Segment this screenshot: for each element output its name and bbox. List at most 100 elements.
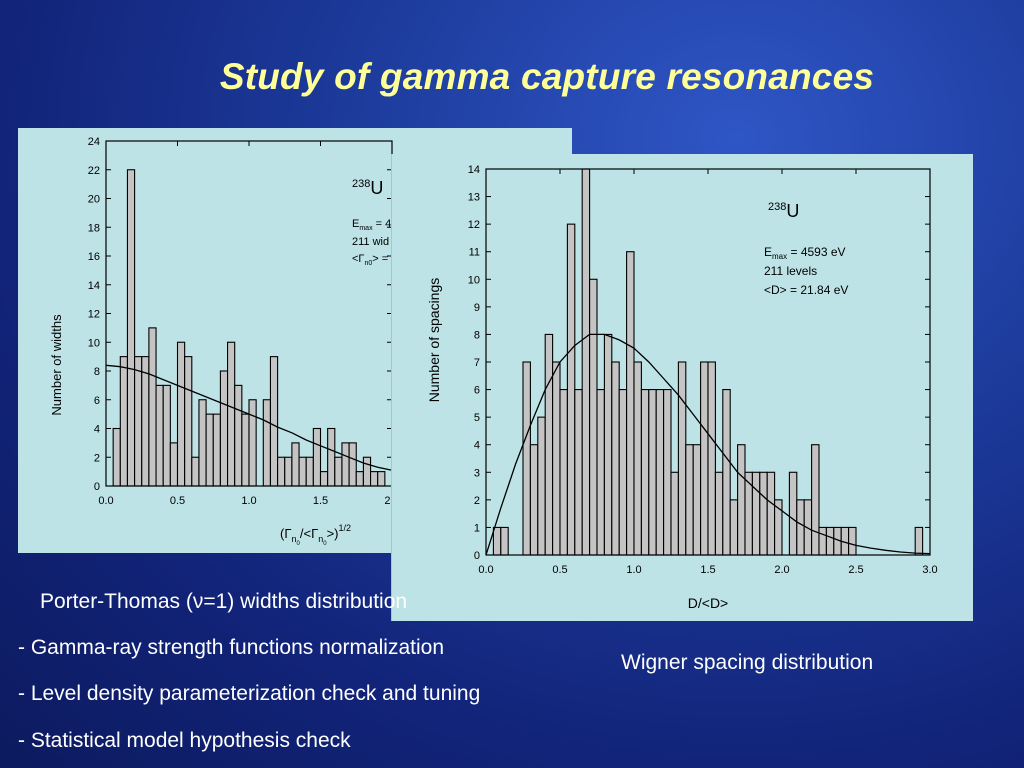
bullet-level-density: - Level density parameterization check a… [18,682,481,705]
histogram-bar [640,389,650,556]
y-tick-label: 18 [88,222,100,234]
histogram-bar [633,361,642,556]
y-tick-label: 22 [88,165,100,177]
x-axis-title: D/<D> [688,595,728,611]
histogram-bar [227,341,236,487]
histogram-bar [707,361,716,556]
wigner-fit-curve [485,333,931,556]
svg-text:238U: 238U [768,201,799,221]
svg-text:238U: 238U [352,178,383,198]
histogram-bar [248,399,257,487]
histogram-bar [162,384,171,487]
y-tick-label: 10 [88,337,100,349]
histogram-bar [825,526,835,556]
histogram-bar [219,370,229,487]
porter-thomas-fit-curve [105,364,393,471]
histogram-bar [714,471,724,556]
bullet-statistical-model: - Statistical model hypothesis check [18,729,351,752]
y-tick-label: 20 [88,194,100,206]
histogram-bar [191,456,200,487]
histogram-bar [355,471,364,487]
svg-text:Emax = 4593 eV: Emax = 4593 eV [764,245,846,261]
histogram-bar [626,251,635,556]
histogram-bar [596,389,605,556]
wigner-caption: Wigner spacing distribution [621,651,874,674]
histogram-bar [722,389,731,556]
histogram-bar [305,456,314,487]
histogram-bar [212,413,221,487]
histogram-bar [552,361,561,556]
histogram-bar [529,444,539,556]
bullet-gamma-strength: - Gamma-ray strength functions normaliza… [18,636,444,659]
y-tick-label: 14 [88,280,100,292]
histogram-bar [198,399,207,487]
x-tick-label: 2.5 [848,564,863,576]
y-tick-label: 13 [468,192,480,204]
x-tick-label: 0.5 [552,564,567,576]
y-tick-label: 0 [94,481,100,493]
y-tick-label: 4 [474,440,480,452]
histogram-bar [737,444,746,556]
histogram-bar [319,471,329,487]
histogram-bar [334,456,343,487]
histogram-bar [141,356,150,487]
y-tick-label: 12 [468,219,480,231]
histogram-bar [341,442,350,487]
histogram-bar [134,356,143,487]
histogram-bar [566,223,576,556]
histogram-bar [685,444,694,556]
histogram-bar [269,356,279,487]
histogram-bar [155,384,164,487]
histogram-bar [492,526,502,556]
histogram-bar [618,389,628,556]
histogram-bar [796,499,805,556]
histogram-bar [205,413,214,487]
y-tick-label: 2 [474,495,480,507]
x-axis-title: (Γn0/<Γn0>)1/2 [280,523,351,547]
x-tick-label: 1.0 [241,495,256,507]
y-tick-label: 9 [474,302,480,314]
y-tick-label: 14 [468,164,480,176]
svg-text:Emax = 4: Emax = 4 [352,218,391,232]
y-tick-label: 12 [88,309,100,321]
histogram-bar [788,471,798,556]
histogram-bar [522,361,531,556]
histogram-bar [284,456,293,487]
histogram-bar [818,526,827,556]
histogram-bar [848,526,857,556]
svg-text:<D> = 21.84 eV: <D> = 21.84 eV [764,283,848,297]
y-tick-label: 6 [474,385,480,397]
y-tick-label: 6 [94,395,100,407]
y-tick-label: 4 [94,424,100,436]
x-tick-label: 1.5 [313,495,328,507]
histogram-bar [500,526,509,556]
x-tick-label: 0.0 [478,564,493,576]
histogram-bar [362,456,372,487]
histogram-bar [234,384,243,487]
histogram-bar [677,361,687,556]
slide-title: Study of gamma capture resonances [219,56,875,97]
wigner-chart-panel: 0 1 2 3 4 5 6 7 8 9 10 11 12 13 14 0.0 0.5 1.0 1.5 2.0 2.5 3… [392,154,973,621]
y-tick-label: 16 [88,251,100,263]
histogram-bar [312,427,322,487]
histogram-bar [112,427,121,487]
histogram-bar [537,416,546,556]
chart-annotation: 238U Emax = 4593 eV 211 levels <D> = 21.… [764,201,848,297]
y-tick-label: 8 [94,366,100,378]
y-tick-label: 5 [474,412,480,424]
histogram-bar [241,413,250,487]
histogram-bar [581,168,591,556]
histogram-bar [298,456,307,487]
y-tick-label: 0 [474,550,480,562]
histogram-bar [766,471,776,556]
histogram-bar [119,356,129,487]
histogram-bar [169,442,179,487]
histogram-bar [126,169,136,487]
histogram-bar [648,389,657,556]
histogram-bar [291,442,300,487]
histogram-bar [348,442,357,487]
x-tick-label: 0.5 [170,495,185,507]
histogram-bar [377,471,386,487]
histogram-bar [692,444,702,556]
histogram-bar [611,361,620,556]
